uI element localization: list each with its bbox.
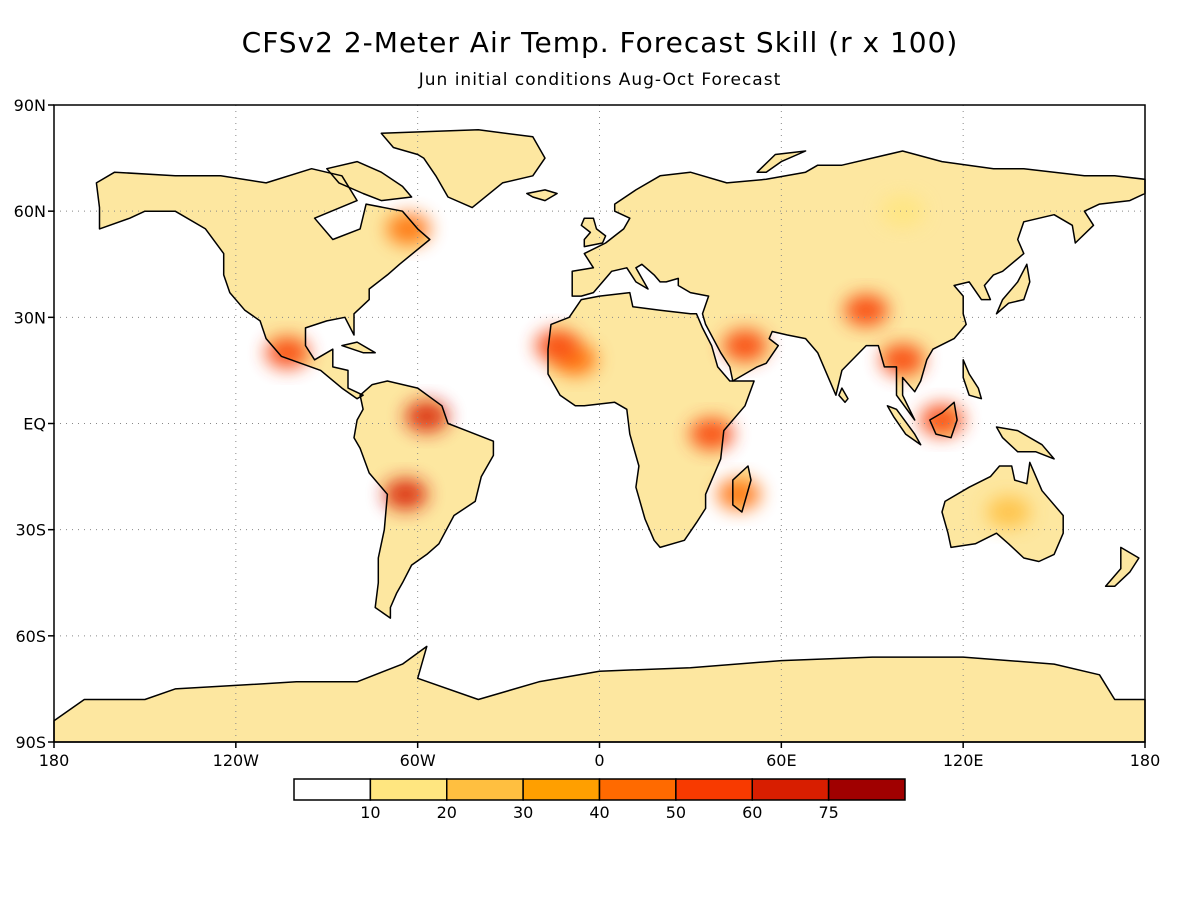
coastline-novaya-zemlya — [756, 150, 807, 173]
colorbar-bin — [827, 778, 906, 801]
colorbar-bin — [675, 778, 753, 801]
colorbar-label: 10 — [360, 803, 380, 822]
land-sumatra — [887, 405, 921, 445]
coastline-iceland — [526, 189, 558, 202]
lon-tick-label: 180 — [1130, 751, 1161, 770]
coastline-cuba — [341, 341, 376, 354]
skill-blob — [986, 495, 1031, 528]
land-africa — [548, 292, 755, 548]
colorbar-bin — [369, 778, 448, 801]
land-japan — [996, 264, 1030, 314]
skill-blob — [265, 336, 310, 369]
latitude-labels: 90N 60N 30N EQ 30S 60S 90S — [14, 96, 54, 752]
lat-tick-label: 90N — [14, 96, 46, 115]
lat-tick-label: EQ — [23, 415, 46, 434]
land-cuba — [341, 342, 376, 353]
coastline-japan — [995, 263, 1031, 315]
grid-layer — [54, 105, 1145, 742]
colorbar-bin — [751, 778, 830, 801]
colorbar-label: 40 — [589, 803, 609, 822]
colorbar-bin — [293, 778, 372, 801]
coastline-australia — [941, 461, 1064, 563]
skill-blob — [722, 329, 767, 362]
land-eurasia — [572, 151, 1145, 420]
skill-blob — [844, 294, 889, 327]
land-novaya-zemlya — [757, 151, 806, 173]
lon-tick-label: 0 — [594, 751, 604, 770]
lon-tick-label: 180 — [39, 751, 70, 770]
coastline-sri-lanka — [838, 387, 849, 404]
land-new-zealand — [1105, 547, 1139, 587]
lat-tick-label: 60N — [14, 202, 46, 221]
lat-tick-label: 30N — [14, 308, 46, 327]
colorbar: 10 20 30 40 50 60 75 — [293, 778, 906, 822]
coastline-sumatra — [886, 405, 922, 446]
colorbar-bin — [522, 778, 601, 801]
map-title: CFSv2 2-Meter Air Temp. Forecast Skill (… — [241, 26, 959, 59]
lat-tick-label: 30S — [15, 521, 46, 540]
coastline-new-zealand — [1104, 546, 1140, 588]
coastline-antarctica — [53, 645, 1146, 743]
land-baffin — [326, 161, 412, 201]
coastline-africa — [547, 291, 755, 549]
skill-blob — [535, 329, 580, 362]
skill-blob — [689, 418, 734, 451]
land-new-guinea — [996, 427, 1055, 459]
colorbar-label: 30 — [513, 803, 533, 822]
land-antarctica — [54, 646, 1145, 742]
skill-blob — [919, 403, 964, 436]
map-subtitle: Jun initial conditions Aug-Oct Forecast — [418, 70, 782, 90]
lat-tick-label: 90S — [15, 733, 46, 752]
skill-blob — [404, 400, 449, 433]
coastline-philippines — [962, 359, 983, 400]
skill-blob — [880, 343, 925, 376]
land-great-britain — [581, 218, 606, 247]
coastline-layer — [53, 129, 1146, 743]
coastline-borneo — [929, 401, 958, 439]
lon-tick-label: 60E — [766, 751, 796, 770]
skill-shading-layer — [265, 195, 1031, 528]
land-north-america — [96, 168, 430, 399]
coastline-north-america — [95, 167, 431, 400]
coastline-eurasia — [571, 150, 1146, 421]
coastline-madagascar — [732, 465, 752, 513]
skill-blob — [880, 195, 925, 228]
colorbar-bin — [598, 778, 677, 801]
coastline-new-guinea — [995, 426, 1055, 460]
lon-tick-label: 120E — [943, 751, 984, 770]
coastline-south-america — [353, 380, 495, 619]
lon-tick-label: 60W — [400, 751, 436, 770]
coastline-great-britain — [580, 217, 607, 248]
colorbar-label: 75 — [818, 803, 838, 822]
skill-blob — [716, 478, 761, 511]
lat-tick-label: 60S — [15, 627, 46, 646]
coastline-baffin — [326, 160, 413, 202]
colorbar-label: 50 — [666, 803, 686, 822]
land-fill-layer — [54, 129, 1145, 742]
colorbar-bin — [446, 778, 524, 801]
skill-blob — [383, 478, 428, 511]
coastline-greenland — [380, 129, 546, 209]
lon-tick-label: 120W — [213, 751, 260, 770]
colorbar-label: 60 — [742, 803, 762, 822]
skill-blob — [386, 212, 431, 245]
colorbar-label: 20 — [437, 803, 457, 822]
land-greenland — [381, 129, 545, 208]
longitude-labels: 180 120W 60W 0 60E 120E 180 — [39, 742, 1161, 770]
